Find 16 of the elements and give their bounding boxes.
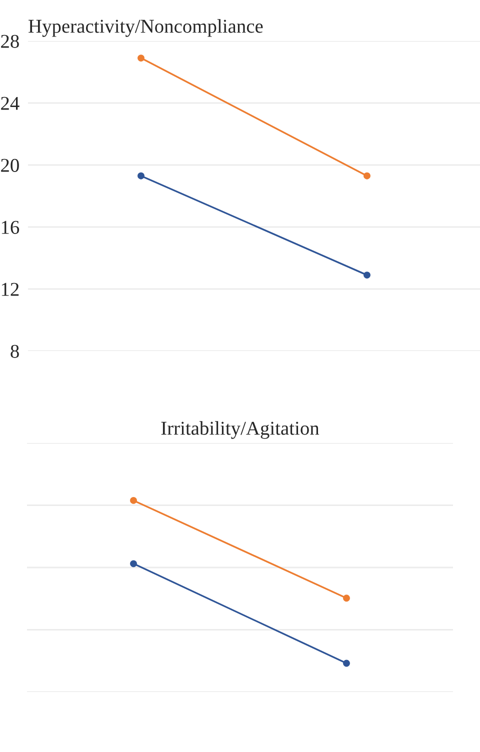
y-tick-label: 24 [1, 96, 20, 110]
y-tick-label: 20 [1, 158, 19, 172]
point [364, 172, 370, 180]
chart-title: Hyperactivity/Noncompliance [28, 19, 263, 37]
point [130, 496, 137, 504]
point [138, 172, 144, 180]
y-tick-label: 16 [2, 220, 20, 234]
chart-title: Irritability/Agitation [161, 421, 320, 439]
point [130, 560, 137, 568]
y-tick-label: 28 [1, 34, 19, 48]
y-tick-label: 8 [10, 344, 19, 358]
y-tick-label: 12 [2, 282, 19, 296]
point [364, 272, 370, 279]
point [138, 54, 144, 62]
point [343, 660, 350, 667]
point [343, 594, 350, 602]
